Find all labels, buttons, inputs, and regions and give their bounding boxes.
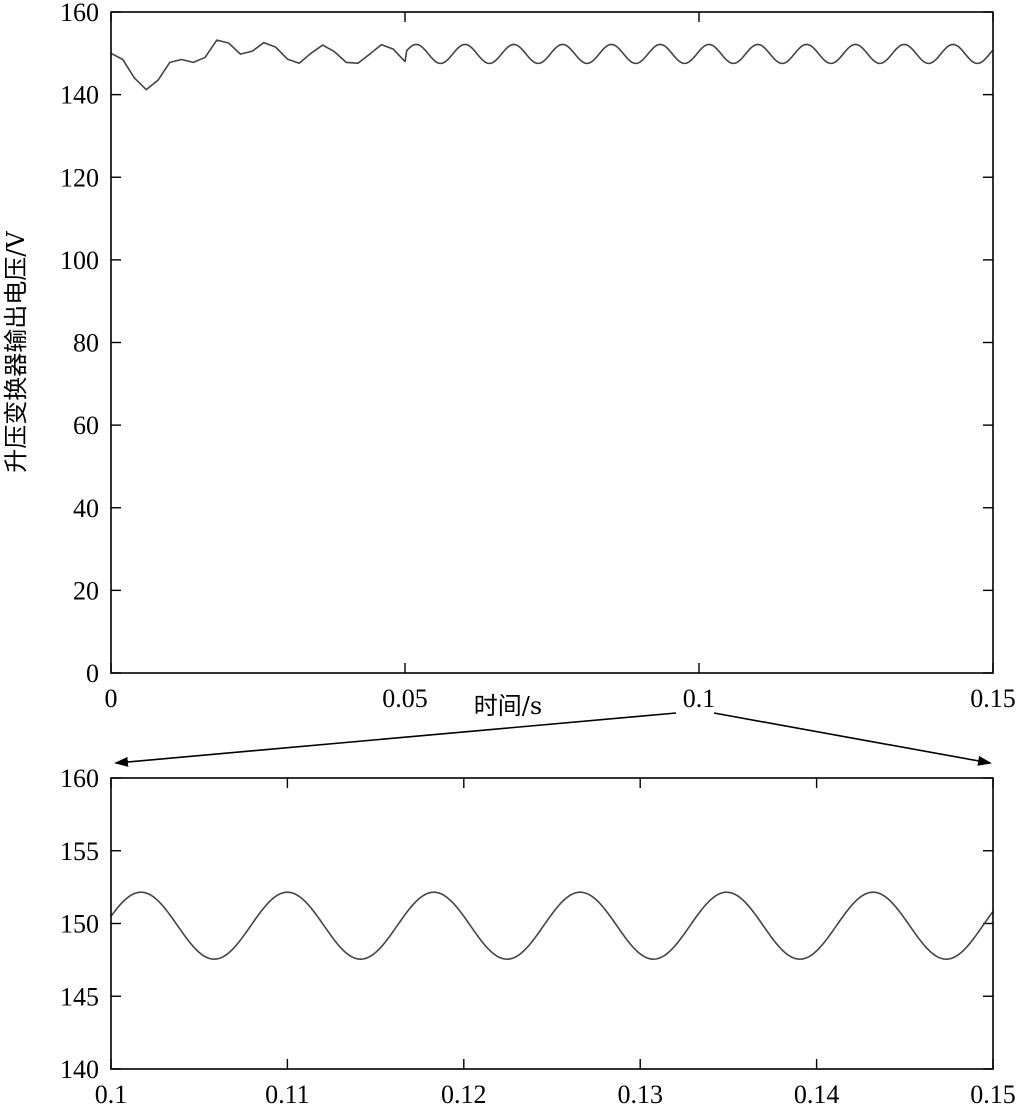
y-axis-title: 升压变换器输出电压/V bbox=[2, 231, 30, 473]
zoom-chart-y-tick-label: 150 bbox=[60, 910, 99, 939]
main-chart-frame bbox=[110, 11, 994, 674]
zoom-arrow-left bbox=[114, 712, 677, 767]
zoom-chart-frame bbox=[110, 777, 994, 1070]
zoom-chart-x-tick-label: 0.13 bbox=[617, 1080, 663, 1105]
main-chart-voltage-line bbox=[110, 39, 994, 91]
main-chart-tick-labels: 0 20 40 60 80 100 120 140 160 0 0.05 0.1 0.15 bbox=[60, 0, 1016, 713]
zoom-chart-x-tick-label: 0.15 bbox=[970, 1080, 1016, 1105]
main-chart: 0 20 40 60 80 100 120 140 160 0 0.05 0.1 0.15 时间/s 升… bbox=[2, 0, 1016, 720]
main-chart-y-tick-label: 140 bbox=[60, 81, 99, 110]
zoom-chart-x-tick-label: 0.1 bbox=[95, 1080, 128, 1105]
main-chart-x-tick-label: 0.1 bbox=[683, 684, 716, 713]
zoom-chart-ticks bbox=[110, 777, 994, 1070]
main-chart-y-tick-label: 40 bbox=[73, 494, 99, 523]
zoom-chart: 140 145 150 155 160 0.1 0.11 0.12 0.13 0.14 0.15 bbox=[60, 764, 1016, 1105]
main-chart-y-tick-label: 160 bbox=[60, 0, 99, 27]
main-chart-x-tick-label: 0 bbox=[105, 684, 118, 713]
zoom-indicator-arrows bbox=[114, 712, 992, 767]
zoom-chart-y-tick-label: 160 bbox=[60, 764, 99, 793]
zoom-arrow-right bbox=[713, 712, 992, 766]
zoom-chart-tick-labels: 140 145 150 155 160 0.1 0.11 0.12 0.13 0.14 0.15 bbox=[60, 764, 1016, 1105]
main-chart-x-tick-label: 0.15 bbox=[970, 684, 1016, 713]
main-chart-ticks bbox=[110, 11, 994, 674]
zoom-chart-x-tick-label: 0.11 bbox=[265, 1080, 310, 1105]
zoom-chart-x-tick-label: 0.14 bbox=[794, 1080, 840, 1105]
zoom-chart-x-tick-label: 0.12 bbox=[441, 1080, 487, 1105]
main-chart-y-tick-label: 0 bbox=[86, 659, 99, 688]
main-chart-y-tick-label: 60 bbox=[73, 411, 99, 440]
zoom-chart-y-tick-label: 145 bbox=[60, 982, 99, 1011]
main-chart-y-tick-label: 80 bbox=[73, 329, 99, 358]
zoom-chart-voltage-line bbox=[110, 891, 994, 960]
main-chart-x-tick-label: 0.05 bbox=[382, 684, 428, 713]
zoom-chart-y-tick-label: 155 bbox=[60, 837, 99, 866]
x-axis-title: 时间/s bbox=[474, 692, 542, 720]
main-chart-y-tick-label: 120 bbox=[60, 163, 99, 192]
zoom-chart-y-tick-label: 140 bbox=[60, 1055, 99, 1084]
main-chart-y-tick-label: 20 bbox=[73, 576, 99, 605]
main-chart-y-tick-label: 100 bbox=[60, 246, 99, 275]
